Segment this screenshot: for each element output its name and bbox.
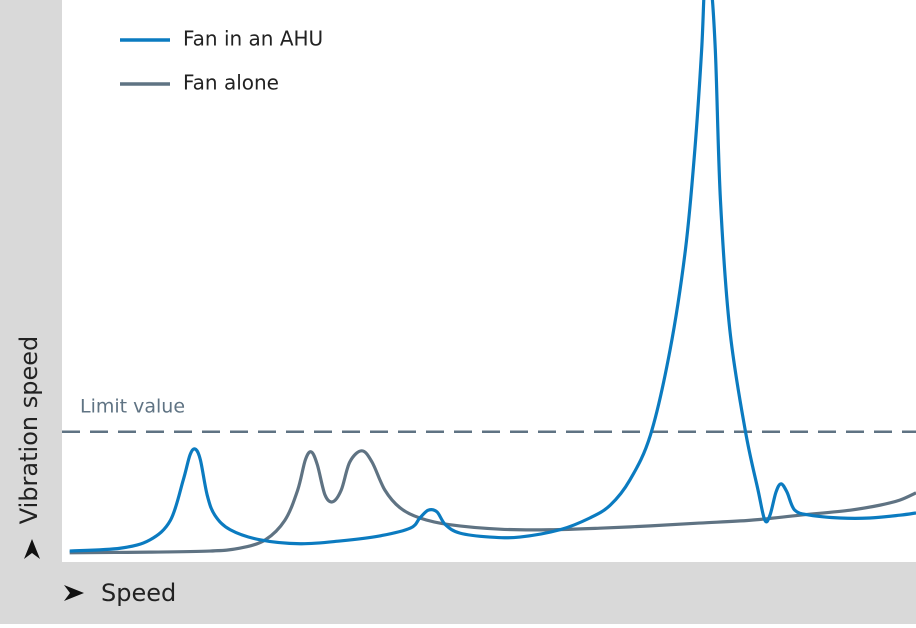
legend: Fan in an AHU Fan alone: [120, 27, 323, 95]
x-axis-label: Speed: [101, 579, 176, 607]
limit-label: Limit value: [80, 395, 185, 417]
legend-label: Fan in an AHU: [183, 27, 323, 51]
x-axis-arrow: [64, 585, 84, 601]
x-axis-band: [0, 562, 916, 624]
plot-area: [62, 0, 916, 562]
y-axis-arrow: [24, 539, 40, 559]
legend-label: Fan alone: [183, 71, 279, 95]
y-axis-band: [0, 0, 62, 624]
series-line: [69, 449, 916, 555]
series-line: [69, 0, 916, 553]
plot: [62, 0, 916, 555]
y-axis-label: Vibration speed: [15, 336, 43, 524]
